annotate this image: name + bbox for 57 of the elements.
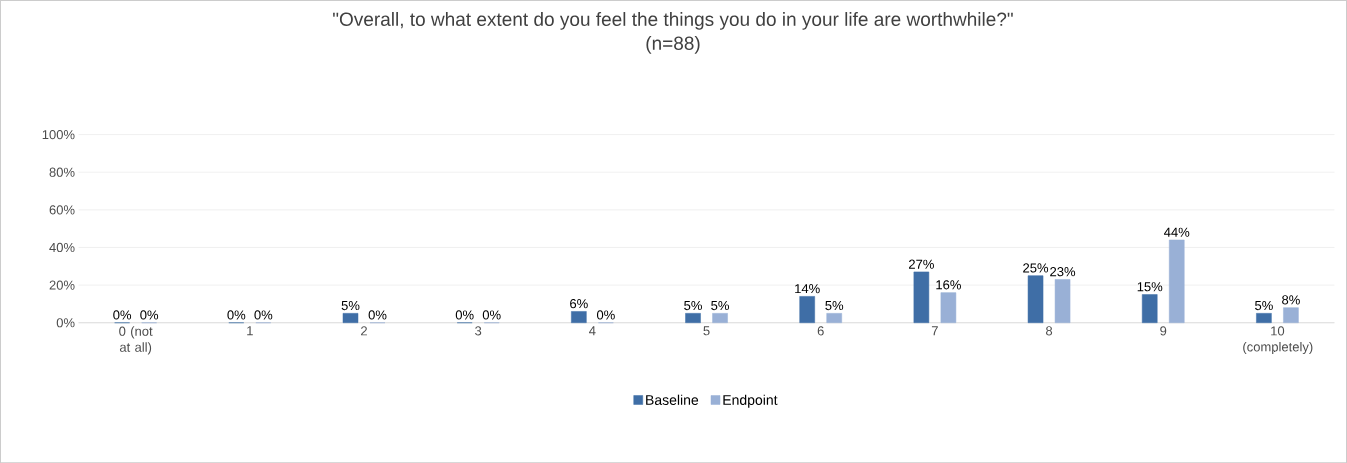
data-label: 0%	[455, 310, 474, 320]
x-tick-label: 2	[361, 326, 367, 336]
y-tick-label: 100%	[42, 129, 75, 140]
x-tick-label: 1	[247, 326, 253, 336]
bar	[342, 312, 359, 323]
y-tick-label: 20%	[49, 280, 75, 290]
bar	[1027, 275, 1044, 323]
y-tick-label: 80%	[49, 167, 75, 177]
chart-title: "Overall, to what extent do you feel the things you do in your life are worthwhile?"	[333, 11, 1013, 30]
data-label: 27%	[909, 259, 934, 269]
data-label: 15%	[1137, 281, 1163, 292]
bar	[571, 311, 587, 323]
data-label: 5%	[341, 300, 360, 310]
bar	[826, 312, 842, 323]
data-label: 5%	[684, 300, 702, 310]
bar	[1054, 279, 1071, 323]
legend-label: Baseline	[646, 394, 699, 405]
y-tick-label: 40%	[49, 242, 75, 252]
x-tick-label: 10 (completely)	[1243, 326, 1313, 354]
legend-label: Endpoint	[723, 394, 778, 408]
x-tick-label: 8	[1046, 326, 1053, 336]
data-label: 5%	[825, 300, 844, 310]
x-tick-label: 5	[703, 326, 710, 336]
bar	[685, 312, 701, 323]
data-label: 0%	[596, 310, 615, 320]
data-label: 23%	[1050, 266, 1076, 277]
x-tick-label: 3	[475, 326, 482, 336]
data-label: 14%	[795, 283, 820, 294]
data-label: 5%	[711, 300, 729, 310]
data-label: 0%	[254, 310, 273, 320]
data-label: 0%	[368, 310, 387, 320]
x-tick-label: 6	[817, 326, 824, 336]
bar	[913, 271, 930, 323]
x-tick-label: 0 (not at all)	[119, 326, 153, 355]
y-tick-label: 60%	[49, 205, 75, 215]
data-label: 16%	[936, 280, 961, 290]
data-label: 25%	[1023, 263, 1049, 273]
x-tick-label: 9	[1160, 326, 1167, 336]
data-label: 8%	[1282, 295, 1300, 305]
data-label: 0%	[482, 310, 501, 320]
bar	[1256, 312, 1272, 323]
bar	[940, 292, 957, 323]
data-label: 0%	[227, 310, 246, 320]
data-label: 0%	[140, 310, 159, 320]
bar	[1168, 239, 1185, 323]
bar	[1141, 294, 1158, 323]
chart-subtitle: (n=88)	[646, 35, 700, 54]
bar	[799, 295, 815, 323]
data-label: 5%	[1255, 300, 1273, 310]
x-tick-label: 4	[589, 326, 596, 336]
x-tick-label: 7	[931, 326, 938, 336]
bar	[1283, 307, 1299, 323]
data-label: 6%	[570, 298, 588, 309]
data-label: 0%	[113, 310, 132, 320]
bar	[712, 312, 728, 323]
data-label: 44%	[1164, 227, 1190, 237]
y-tick-label: 0%	[56, 317, 75, 328]
